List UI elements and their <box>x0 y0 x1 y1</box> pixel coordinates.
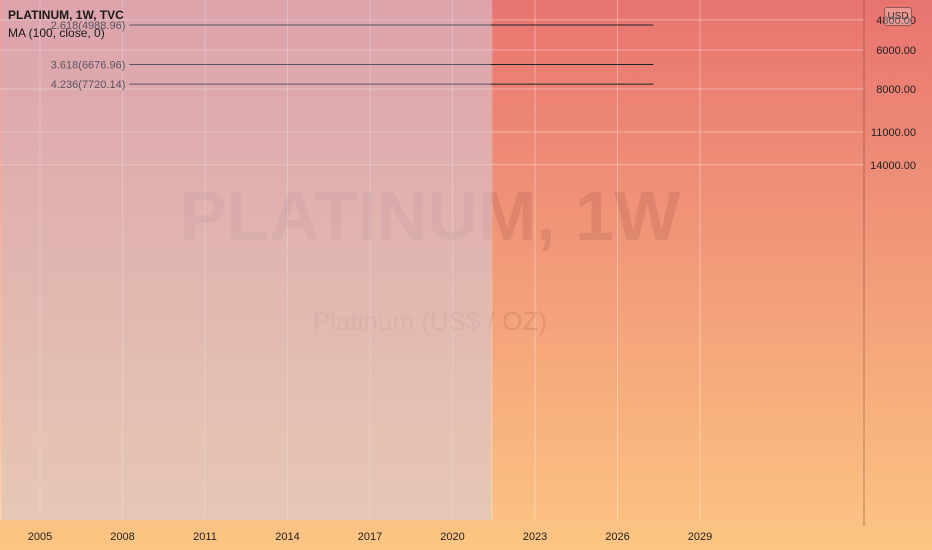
x-tick-label: 2023 <box>523 531 547 543</box>
x-tick-label: 2026 <box>605 531 629 543</box>
x-tick-label: 2017 <box>358 531 382 543</box>
y-tick-label: 14000.00 <box>870 160 916 172</box>
date-range-shade <box>0 0 493 520</box>
fib-level-label: 4.236(7720.14) <box>51 79 126 91</box>
x-tick-label: 2008 <box>110 531 134 543</box>
price-area <box>1 0 491 520</box>
watermark-symbol: PLATINUM, 1W <box>180 177 680 255</box>
x-tick-label: 2014 <box>275 531 299 543</box>
fib-level-label: 2.618(4988.96) <box>51 20 126 32</box>
x-tick-label: 2029 <box>688 531 712 543</box>
x-tick-label: 2020 <box>440 531 464 543</box>
watermark-description: Platinum (US$ / OZ) <box>313 306 547 336</box>
chart-title: PLATINUM, 1W, TVC <box>8 8 124 22</box>
y-tick-label: 11000.00 <box>871 127 916 139</box>
y-tick-label: 6000.00 <box>876 45 916 57</box>
x-tick-label: 2011 <box>193 531 217 543</box>
study-label: MA (100, close, 0) <box>8 26 105 40</box>
x-tick-label: 2005 <box>28 531 52 543</box>
y-tick-label: 8000.00 <box>876 84 916 96</box>
fib-level-label: 3.618(6676.96) <box>51 60 126 72</box>
currency-button[interactable]: USD <box>884 7 912 26</box>
